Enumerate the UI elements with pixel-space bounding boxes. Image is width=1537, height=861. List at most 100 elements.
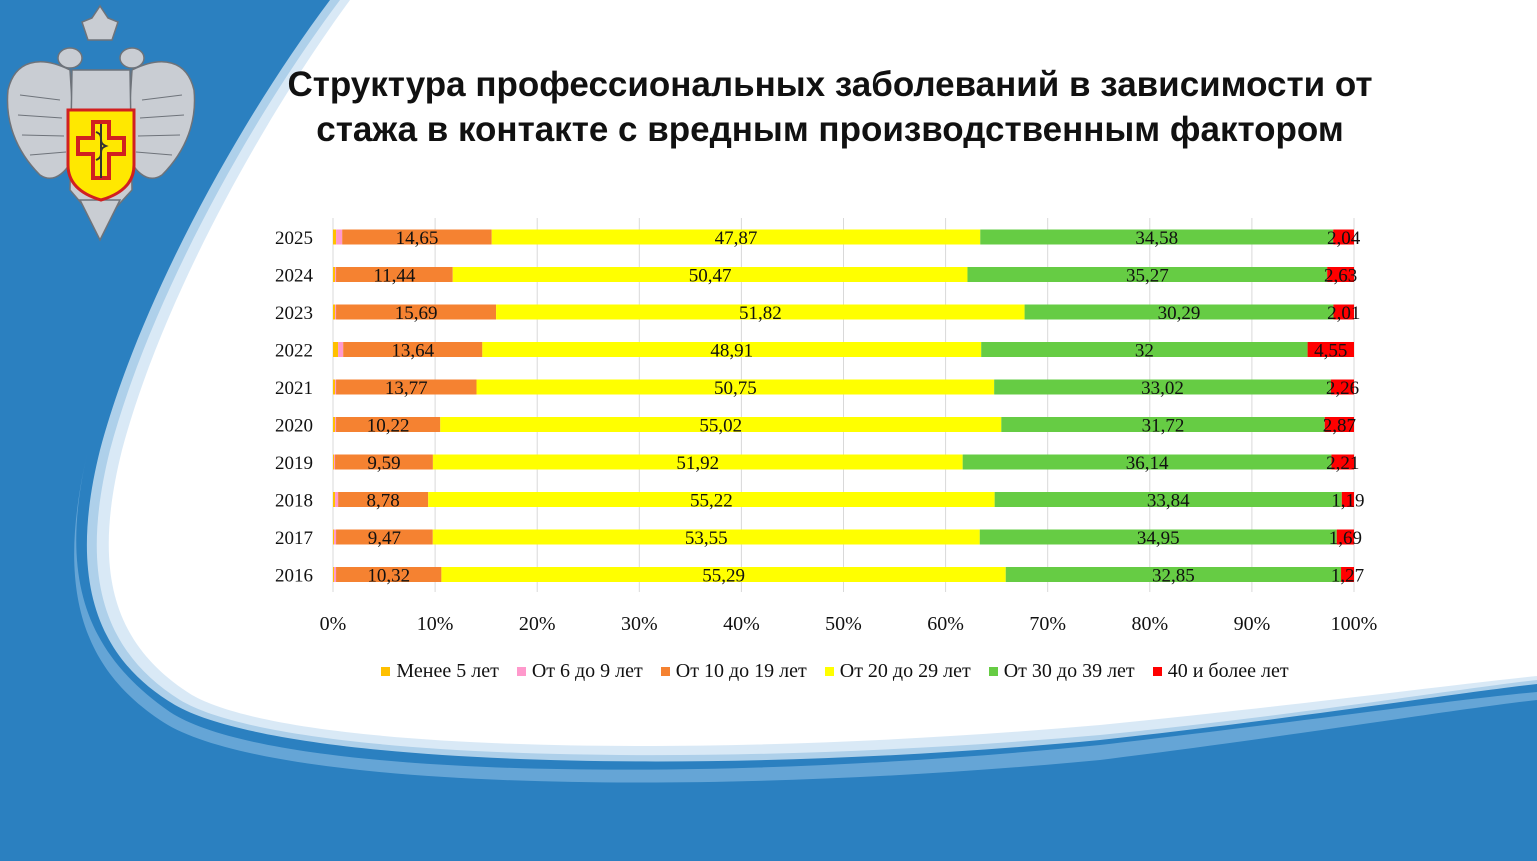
bar-segment <box>1331 454 1354 470</box>
legend-item: От 20 до 29 лет <box>824 660 971 683</box>
legend-item: От 10 до 19 лет <box>660 660 807 683</box>
x-tick-label: 70% <box>1029 613 1066 635</box>
data-label: 1,27 <box>1331 566 1364 587</box>
y-tick-label: 2018 <box>275 491 313 512</box>
data-label: 47,87 <box>715 228 758 249</box>
legend-label: От 30 до 39 лет <box>1003 660 1135 682</box>
bar-segment <box>335 379 337 395</box>
data-label: 15,69 <box>395 303 438 324</box>
data-label: 2,87 <box>1323 416 1356 437</box>
bar-segment <box>333 567 335 582</box>
data-label: 53,55 <box>685 528 728 549</box>
y-tick-label: 2024 <box>275 266 314 287</box>
bar-segment <box>333 417 336 432</box>
y-tick-label: 2023 <box>275 303 313 324</box>
x-tick-label: 60% <box>927 613 964 635</box>
bar-segment <box>335 417 337 432</box>
y-tick-label: 2022 <box>275 341 313 362</box>
data-label: 2,01 <box>1327 303 1360 324</box>
data-label: 9,47 <box>368 528 401 549</box>
legend-swatch <box>381 667 391 676</box>
page-title: Структура профессиональных заболеваний в… <box>190 62 1470 152</box>
bar-segment <box>338 492 429 507</box>
bar-segment <box>967 267 1328 282</box>
x-tick-label: 50% <box>825 613 862 635</box>
x-tick-label: 20% <box>519 613 556 635</box>
chart-legend: Менее 5 лет От 6 до 9 лет От 10 до 19 лет О… <box>320 660 1350 683</box>
bar-segment <box>343 342 483 357</box>
bar-segment <box>1307 342 1354 357</box>
bar-segment <box>476 379 995 395</box>
bar-segment <box>962 454 1332 470</box>
data-label: 35,27 <box>1126 266 1169 287</box>
y-tick-label: 2021 <box>275 378 313 399</box>
y-tick-label: 2016 <box>275 566 313 587</box>
bar-segment <box>482 342 982 357</box>
legend-item: Менее 5 лет <box>381 660 499 683</box>
light-wave <box>0 0 1537 762</box>
legend-item: От 30 до 39 лет <box>988 660 1135 683</box>
data-label: 13,77 <box>385 378 428 399</box>
data-label: 10,32 <box>367 566 410 587</box>
bar-segment <box>994 492 1342 507</box>
data-label: 33,84 <box>1147 491 1190 512</box>
bar-segment <box>980 229 1334 245</box>
data-label: 34,58 <box>1135 228 1178 249</box>
legend-label: От 10 до 19 лет <box>675 660 807 682</box>
bar-segment <box>333 304 336 320</box>
bar-segment <box>428 492 995 507</box>
data-label: 55,29 <box>702 566 745 587</box>
y-tick-label: 2019 <box>275 453 313 474</box>
bar-segment <box>1327 267 1354 282</box>
bar-segment <box>335 454 433 470</box>
legend-label: От 20 до 29 лет <box>839 660 971 682</box>
data-label: 36,14 <box>1126 453 1169 474</box>
legend-swatch <box>516 667 526 676</box>
y-tick-label: 2020 <box>275 416 313 437</box>
bar-segment <box>333 267 336 282</box>
bar-segment <box>1336 529 1354 545</box>
data-label: 48,91 <box>710 341 753 362</box>
data-label: 14,65 <box>396 228 439 249</box>
bar-segment <box>979 529 1337 545</box>
legend-label: 40 и более лет <box>1167 660 1289 682</box>
bar-segment <box>342 229 492 245</box>
bar-segment <box>1330 379 1354 395</box>
bar-segment <box>336 567 442 582</box>
title-line-1: Структура профессиональных заболеваний в… <box>287 65 1373 104</box>
bar-segment <box>1341 567 1354 582</box>
legend-swatch <box>988 667 998 676</box>
data-label: 1,69 <box>1329 528 1362 549</box>
legend-item: 40 и более лет <box>1152 660 1289 683</box>
legend-swatch <box>824 667 834 676</box>
bar-segment <box>333 342 339 357</box>
data-label: 2,21 <box>1326 453 1359 474</box>
bar-segment <box>336 379 477 395</box>
legend-label: Менее 5 лет <box>396 660 499 682</box>
bar-segment <box>1001 417 1325 432</box>
data-label: 2,63 <box>1324 266 1357 287</box>
bar-segment <box>333 454 335 470</box>
data-label: 2,04 <box>1327 228 1361 249</box>
data-label: 51,82 <box>739 303 782 324</box>
bar-segment <box>334 529 337 545</box>
legend-swatch <box>660 667 670 676</box>
bar-segment <box>1333 229 1354 245</box>
x-tick-label: 10% <box>417 613 454 635</box>
bar-segment <box>336 267 453 282</box>
x-tick-label: 90% <box>1234 613 1271 635</box>
bar-segment <box>496 304 1025 320</box>
bar-segment <box>336 229 343 245</box>
data-label: 50,75 <box>714 378 757 399</box>
x-tick-label: 40% <box>723 613 760 635</box>
bar-segment <box>440 417 1002 432</box>
legend-swatch <box>1152 667 1162 676</box>
bar-segment <box>1341 492 1354 507</box>
legend-label: От 6 до 9 лет <box>531 660 643 682</box>
data-label: 51,92 <box>676 453 719 474</box>
data-label: 55,02 <box>699 416 742 437</box>
y-tick-label: 2017 <box>275 528 313 549</box>
data-label: 11,44 <box>373 266 416 287</box>
bar-segment <box>1005 567 1342 582</box>
